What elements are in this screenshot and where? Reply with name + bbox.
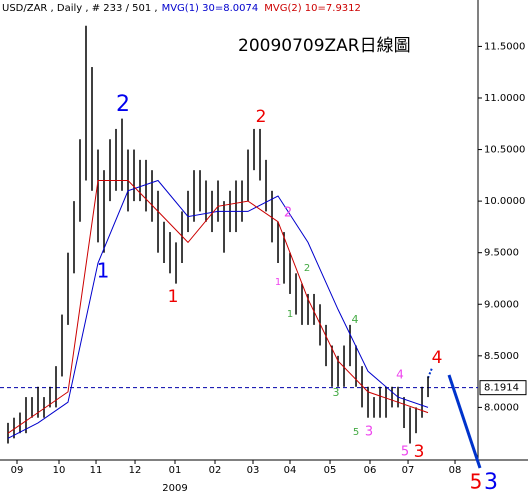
- wave-label: 4: [396, 368, 404, 382]
- x-tick-label: 04: [284, 465, 297, 476]
- wave-label: 5: [353, 427, 359, 438]
- x-tick-label: 09: [11, 465, 24, 476]
- y-tick-label: 10.5000: [484, 145, 525, 156]
- header: USD/ZAR , Daily , # 233 / 501 ,: [2, 3, 158, 14]
- ma-label: MVG(2) 10=7.9312: [264, 3, 361, 14]
- x-tick-label: 06: [364, 465, 377, 476]
- wave-label: 3: [414, 442, 425, 462]
- wave-label: 3: [484, 470, 498, 494]
- wave-label: 2: [304, 263, 310, 274]
- wave-label: 3: [333, 386, 340, 399]
- wave-label: 4: [352, 313, 359, 326]
- x-tick-label: 10: [53, 465, 66, 476]
- x-tick-label: 08: [449, 465, 462, 476]
- wave-label: 3: [365, 425, 373, 440]
- wave-label: 2: [116, 92, 130, 117]
- x-tick-label: 05: [324, 465, 337, 476]
- chart-title: 20090709ZAR日線圖: [238, 36, 411, 56]
- wave-label: 2: [256, 107, 267, 127]
- x-tick-label: 11: [90, 465, 103, 476]
- wave-label: 2: [284, 206, 292, 221]
- wave-label: 1: [275, 277, 281, 288]
- projection-arrow: [447, 374, 482, 469]
- x-tick-label: 03: [247, 465, 260, 476]
- wave-label: 4: [432, 348, 443, 368]
- small-arrow: [427, 367, 433, 379]
- last-price-box: [479, 380, 527, 396]
- y-tick-label: 8.0000: [484, 402, 519, 413]
- y-tick-label: 8.5000: [484, 351, 519, 362]
- x-tick-label: 01: [169, 465, 182, 476]
- wave-label: 5: [401, 445, 409, 460]
- year-label: 2009: [162, 483, 187, 494]
- y-tick-label: 9.0000: [484, 299, 519, 310]
- y-tick-label: 11.5000: [484, 41, 525, 52]
- x-tick-label: 07: [402, 465, 415, 476]
- wave-label: 1: [168, 287, 179, 307]
- ma-label: MVG(1) 30=8.0074: [162, 3, 259, 14]
- ma-line: [7, 180, 429, 434]
- x-tick-label: 12: [129, 465, 142, 476]
- wave-label: 5: [470, 470, 483, 494]
- wave-label: 1: [287, 309, 293, 320]
- y-tick-label: 9.5000: [484, 248, 519, 259]
- ma-line: [7, 179, 429, 439]
- y-tick-label: 10.0000: [484, 196, 525, 207]
- wave-label: 1: [97, 259, 110, 283]
- symbol-info: USD/ZAR , Daily , # 233 / 501 ,: [2, 3, 158, 14]
- x-tick-label: 02: [209, 465, 222, 476]
- last-price-label: 8.1914: [484, 383, 519, 394]
- y-tick-label: 11.0000: [484, 93, 525, 104]
